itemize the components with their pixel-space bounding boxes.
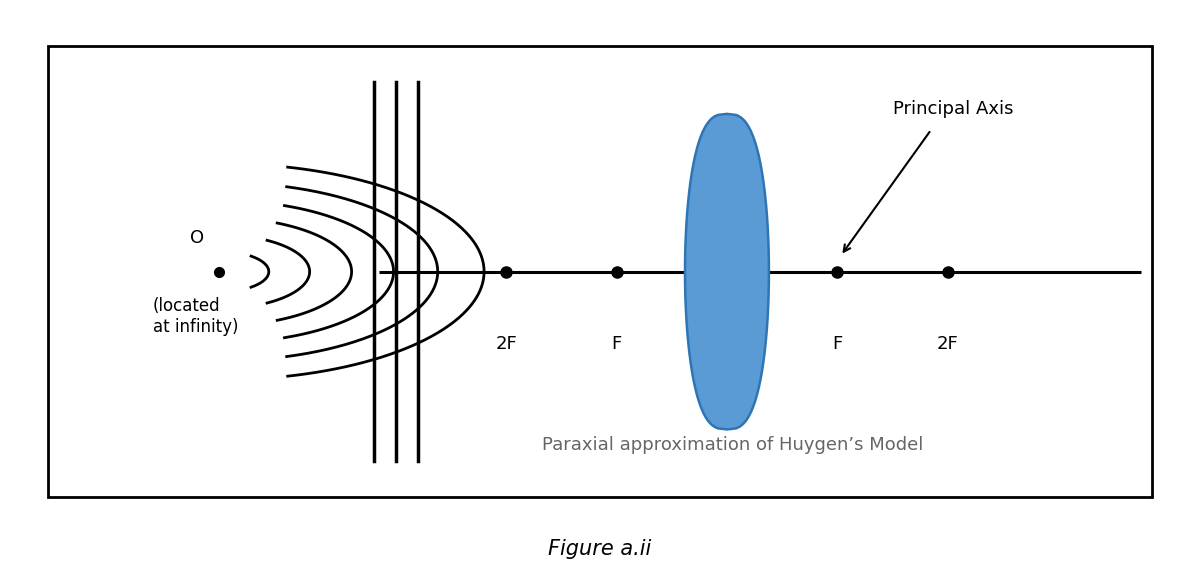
Polygon shape	[685, 114, 769, 429]
Text: Principal Axis: Principal Axis	[893, 101, 1014, 118]
Text: Figure a.ii: Figure a.ii	[548, 539, 652, 559]
Text: F: F	[612, 335, 622, 353]
Text: Paraxial approximation of Huygen’s Model: Paraxial approximation of Huygen’s Model	[541, 436, 923, 454]
Text: O: O	[190, 229, 204, 247]
Text: 2F: 2F	[496, 335, 517, 353]
Text: F: F	[833, 335, 842, 353]
Text: 2F: 2F	[937, 335, 959, 353]
Text: (located
at infinity): (located at infinity)	[152, 297, 239, 336]
